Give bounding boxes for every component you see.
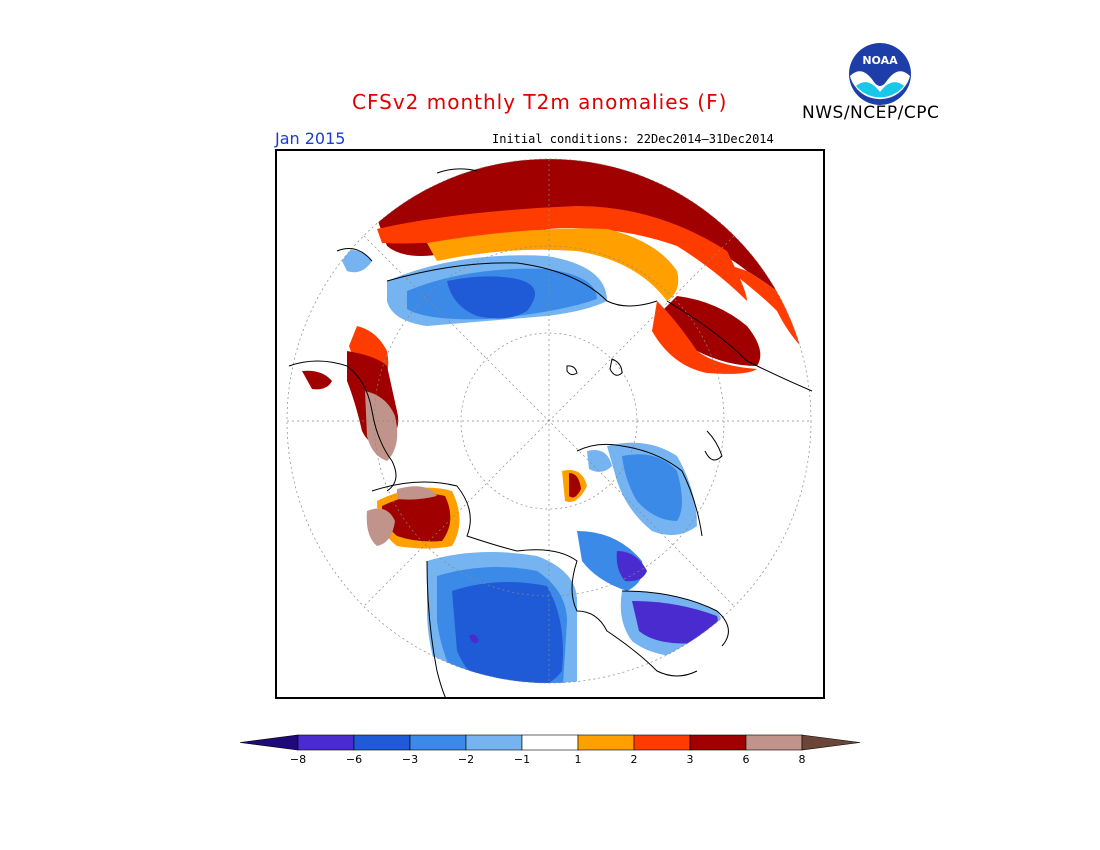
logo-text: NOAA xyxy=(862,54,898,67)
agency-label: NWS/NCEP/CPC xyxy=(802,103,940,123)
colorbar-bin xyxy=(577,734,635,751)
colorbar-extend-high xyxy=(801,734,861,751)
colorbar: −8 −6 −3 −2 −1 1 2 3 6 8 xyxy=(239,733,861,773)
anomaly-warm-3-band xyxy=(377,206,747,301)
anomaly-field xyxy=(302,159,811,683)
anomaly-cool-8-hudson xyxy=(616,551,647,582)
colorbar-bin xyxy=(745,734,803,751)
colorbar-bin xyxy=(689,734,747,751)
colorbar-tick-label: −2 xyxy=(458,753,474,766)
anomaly-cool-6-namerica xyxy=(452,582,563,683)
initial-conditions: Initial conditions: 22Dec2014–31Dec2014 xyxy=(492,132,774,146)
noaa-logo: NOAA xyxy=(848,42,912,106)
anomaly-warm-8-yukon xyxy=(397,486,437,500)
anomaly-warm-2-band xyxy=(427,228,679,301)
colorbar-tick-label: 6 xyxy=(743,753,750,766)
anomaly-cool-2-scandi xyxy=(587,450,612,472)
colorbar-bin xyxy=(521,734,579,751)
colorbar-bin xyxy=(409,734,467,751)
colorbar-bin xyxy=(465,734,523,751)
anomaly-warm-6-canada xyxy=(382,493,451,542)
graticule xyxy=(286,158,812,684)
colorbar-tick-label: −6 xyxy=(346,753,362,766)
anomaly-cool-8-namerica xyxy=(469,634,479,644)
anomaly-cool-2-westsib xyxy=(337,249,372,273)
anomaly-warm-8-canada xyxy=(366,508,395,546)
coastlines xyxy=(288,168,813,697)
colorbar-tick-label: −8 xyxy=(290,753,306,766)
colorbar-tick-label: 1 xyxy=(575,753,582,766)
anomaly-warm-6-scandinavia xyxy=(569,473,581,498)
chart-title: CFSv2 monthly T2m anomalies (F) xyxy=(352,90,728,114)
colorbar-tick-label: 8 xyxy=(799,753,806,766)
polar-map-svg xyxy=(286,158,813,697)
anomaly-warm-3-siberia xyxy=(652,301,757,374)
anomaly-cool-8-labrador xyxy=(632,601,718,644)
colorbar-tick-label: −3 xyxy=(402,753,418,766)
colorbar-bin xyxy=(353,734,411,751)
colorbar-tick-label: 2 xyxy=(631,753,638,766)
anomaly-cool-6-siberia xyxy=(447,276,535,319)
anomaly-cool-3-europe xyxy=(622,454,682,521)
anomaly-warm-8-alaska xyxy=(365,391,398,461)
colorbar-svg: −8 −6 −3 −2 −1 1 2 3 6 8 xyxy=(239,734,861,766)
forecast-month: Jan 2015 xyxy=(275,129,346,148)
colorbar-tick-label: 3 xyxy=(687,753,694,766)
colorbar-tick-label: −1 xyxy=(514,753,530,766)
anomaly-warm-6-bering xyxy=(302,370,332,390)
colorbar-bin xyxy=(633,734,691,751)
colorbar-extend-low xyxy=(239,734,299,751)
polar-map xyxy=(275,149,825,699)
colorbar-bin xyxy=(297,734,355,751)
